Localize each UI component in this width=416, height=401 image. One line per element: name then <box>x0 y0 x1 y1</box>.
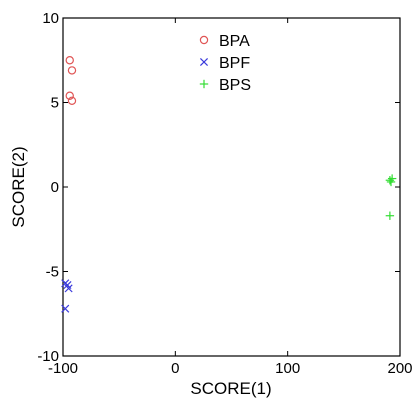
legend-symbol-bpa <box>199 35 209 45</box>
x-tick-label: 200 <box>387 360 412 377</box>
data-points <box>61 56 397 313</box>
legend-label-bps: BPS <box>219 77 251 94</box>
y-tick-label: 0 <box>51 179 59 196</box>
point-bps <box>385 211 395 220</box>
legend: BPA BPF BPS <box>199 33 251 94</box>
point-bpf <box>61 304 70 313</box>
x-tick-label: -100 <box>48 360 78 377</box>
x-axis-title: SCORE(1) <box>190 379 271 398</box>
legend-label-bpf: BPF <box>219 55 250 72</box>
point-bps <box>385 176 395 185</box>
legend-label-bpa: BPA <box>219 33 250 50</box>
legend-marker-bpf <box>199 57 209 67</box>
x-tick-label: 0 <box>171 360 179 377</box>
point-bpa <box>67 66 77 75</box>
point-bpa <box>67 96 77 106</box>
point-bpa <box>65 91 74 100</box>
y-tick-label: -10 <box>37 348 59 365</box>
legend-symbol-bpf <box>199 57 209 67</box>
y-tick-label: 5 <box>51 95 59 112</box>
legend-symbol-bps <box>199 79 209 89</box>
point-bpa <box>65 56 74 65</box>
legend-marker-bps <box>199 79 209 89</box>
point-bpf <box>64 284 73 293</box>
legend-marker-bpa <box>199 35 209 45</box>
axis-ticks <box>62 17 401 357</box>
point-bps <box>386 177 396 187</box>
y-tick-label: -5 <box>46 264 59 281</box>
x-tick-label: 100 <box>275 360 300 377</box>
y-axis-title: SCORE(2) <box>9 146 28 227</box>
y-tick-label: 10 <box>42 10 59 27</box>
